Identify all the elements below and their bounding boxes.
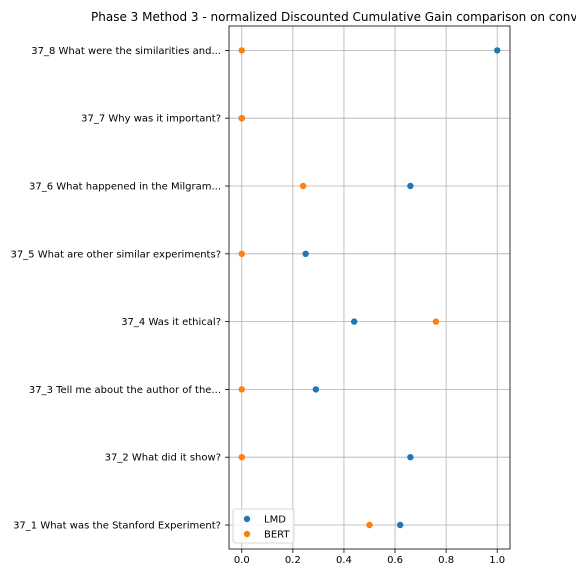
point-bert bbox=[238, 386, 245, 393]
chart-title: Phase 3 Method 3 - normalized Discounted… bbox=[91, 10, 576, 24]
point-lmd bbox=[350, 318, 358, 325]
point-lmd bbox=[494, 47, 501, 54]
point-bert bbox=[366, 521, 373, 529]
legend-label-lmd: LMD bbox=[264, 515, 286, 526]
legend-label-bert: BERT bbox=[264, 530, 290, 541]
point-bert bbox=[299, 182, 307, 190]
plot-frame bbox=[228, 25, 511, 550]
point-lmd bbox=[396, 521, 404, 529]
legend-marker-bert bbox=[243, 530, 251, 538]
grid bbox=[229, 26, 510, 549]
y-tick-label: 37_3 Tell me about the author of the... bbox=[29, 385, 221, 396]
y-tick-label: 37_7 Why was it important? bbox=[81, 114, 221, 125]
point-bert bbox=[238, 115, 245, 122]
point-bert bbox=[238, 250, 245, 257]
x-tick-label: 0.8 bbox=[438, 555, 454, 566]
x-tick-label: 0.2 bbox=[285, 555, 301, 566]
y-tick-label: 37_5 What are other similar experiments? bbox=[10, 249, 221, 260]
point-lmd bbox=[312, 386, 320, 393]
point-bert bbox=[432, 318, 440, 325]
axis-ticks: 0.0 0.2 0.4 0.6 0.8 1.0 37_1 What was the Stan… bbox=[10, 46, 505, 566]
point-bert bbox=[238, 454, 245, 461]
x-tick-label: 1.0 bbox=[489, 555, 505, 566]
point-bert bbox=[238, 47, 245, 54]
legend: LMD BERT bbox=[232, 508, 295, 544]
x-tick-label: 0.0 bbox=[234, 555, 250, 566]
data-points bbox=[238, 47, 501, 529]
x-tick-label: 0.4 bbox=[336, 555, 352, 566]
y-tick-label: 37_2 What did it show? bbox=[105, 453, 221, 464]
point-lmd bbox=[302, 250, 309, 257]
x-tick-label: 0.6 bbox=[387, 555, 403, 566]
point-lmd bbox=[407, 182, 414, 190]
y-tick-label: 37_6 What happened in the Milgram... bbox=[29, 182, 221, 193]
legend-marker-lmd bbox=[243, 515, 251, 523]
point-lmd bbox=[407, 454, 414, 461]
y-tick-label: 37_8 What were the similarities and... bbox=[31, 46, 221, 57]
y-tick-label: 37_1 What was the Stanford Experiment? bbox=[13, 521, 221, 532]
y-tick-label: 37_4 Was it ethical? bbox=[121, 317, 221, 328]
